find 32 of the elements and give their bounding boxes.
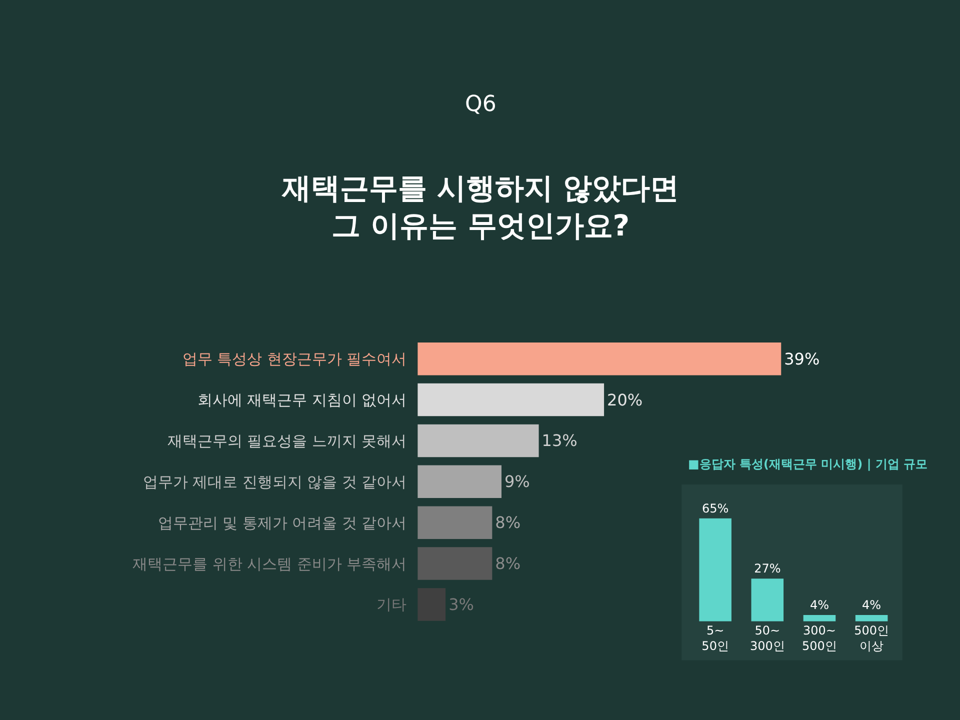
- y-tick-label: 재택근무를 위한 시스템 준비가 부족해서: [132, 554, 407, 573]
- y-tick-label: 재택근무의 필요성을 느끼지 못해서: [167, 432, 407, 450]
- y-tick-label: 업무관리 및 통제가 어려울 것 같아서: [158, 514, 407, 532]
- x-tick-label: 50~ 300인: [750, 623, 785, 653]
- data-label: 65%: [702, 501, 729, 516]
- chart-subtitle: Q6: [465, 92, 496, 117]
- bar: [418, 465, 502, 498]
- data-label: 8%: [495, 554, 521, 574]
- y-tick-label: 회사에 재택근무 지침이 없어서: [197, 391, 407, 410]
- data-label: 39%: [784, 349, 820, 368]
- chart-title: ■응답자 특성(재택근무 미시행) | 기업 규모: [688, 457, 928, 471]
- bar: [418, 547, 492, 580]
- y-tick-label: 업무가 제대로 진행되지 않을 것 같아서: [142, 472, 407, 491]
- data-label: 20%: [607, 390, 643, 410]
- data-label: 4%: [810, 598, 830, 612]
- data-label: 8%: [495, 513, 521, 532]
- chart-title: 재택근무를 시행하지 않았다면 그 이유는 무엇인가요?: [281, 171, 680, 243]
- bar: [418, 342, 782, 376]
- x-tick-label: 300~ 500인: [802, 623, 837, 653]
- bar: [418, 424, 539, 458]
- bar: [418, 588, 446, 621]
- bar: [418, 383, 604, 416]
- y-tick-label: 기타: [376, 596, 407, 614]
- x-tick-label: 5~ 50인: [702, 623, 729, 653]
- data-label: 13%: [542, 431, 578, 450]
- data-label: 3%: [448, 594, 474, 614]
- y-tick-label: 업무 특성상 현장근무가 필수여서: [182, 350, 407, 368]
- data-label: 9%: [504, 472, 530, 492]
- bar: [418, 506, 492, 539]
- data-label: 27%: [754, 562, 781, 576]
- data-label: 4%: [862, 598, 882, 612]
- x-tick-label: 500인 이상: [854, 623, 890, 653]
